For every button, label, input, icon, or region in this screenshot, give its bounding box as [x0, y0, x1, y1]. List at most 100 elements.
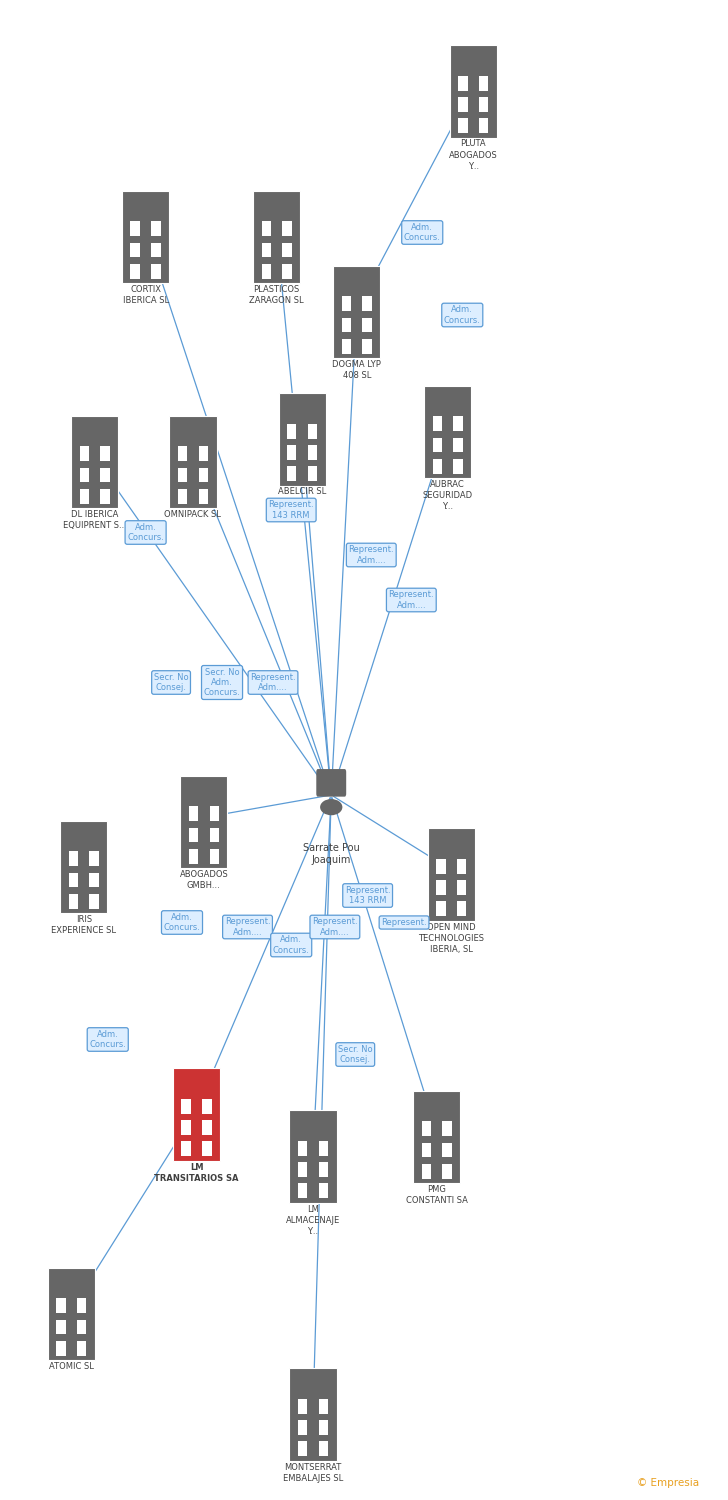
Text: Represent.
143 RRM: Represent. 143 RRM [269, 501, 314, 519]
Bar [199, 468, 208, 483]
Bar [199, 489, 208, 504]
Bar [100, 489, 110, 504]
Bar [130, 222, 140, 236]
Bar [436, 902, 446, 916]
Text: Adm.
Concurs.: Adm. Concurs. [273, 936, 309, 954]
Bar [77, 1341, 87, 1356]
Bar [479, 76, 488, 90]
FancyBboxPatch shape [173, 1068, 220, 1161]
Bar [319, 1142, 328, 1155]
Bar [319, 1162, 328, 1178]
Bar [282, 264, 292, 279]
Text: © Empresia: © Empresia [637, 1478, 699, 1488]
FancyBboxPatch shape [333, 266, 380, 358]
Bar [287, 466, 296, 482]
Bar [77, 1320, 87, 1335]
Bar [457, 859, 467, 873]
Bar [298, 1184, 307, 1198]
Text: CORTIX
IBERICA SL: CORTIX IBERICA SL [122, 285, 169, 304]
Bar [298, 1142, 307, 1155]
Text: Represent.
Adm....: Represent. Adm.... [312, 918, 357, 936]
Bar [436, 859, 446, 873]
Text: OMNIPACK SL: OMNIPACK SL [165, 510, 221, 519]
Bar [151, 264, 161, 279]
Bar [341, 318, 351, 333]
FancyBboxPatch shape [279, 393, 325, 486]
Bar [422, 1143, 431, 1158]
Text: Sarrate Pou
Joaquim: Sarrate Pou Joaquim [303, 843, 360, 864]
Bar [298, 1420, 307, 1436]
Text: DL IBERICA
EQUIPRENT S...: DL IBERICA EQUIPRENT S... [63, 510, 127, 530]
Bar [90, 894, 99, 909]
Bar [202, 1100, 212, 1113]
Bar [68, 894, 78, 909]
Bar [181, 1142, 191, 1156]
Bar [422, 1122, 431, 1136]
Bar [363, 297, 372, 310]
FancyBboxPatch shape [71, 416, 118, 509]
FancyBboxPatch shape [290, 1110, 336, 1203]
Bar [56, 1341, 66, 1356]
Text: Adm.
Concurs.: Adm. Concurs. [444, 306, 480, 324]
Bar [308, 466, 317, 482]
Bar [90, 873, 99, 888]
Text: Adm.
Concurs.: Adm. Concurs. [90, 1030, 126, 1048]
Bar [432, 459, 442, 474]
Bar [261, 222, 271, 236]
Text: Secr. No
Consej.: Secr. No Consej. [154, 674, 189, 692]
Bar [432, 438, 442, 453]
Text: Represent.
Adm....: Represent. Adm.... [389, 591, 434, 609]
Bar [151, 243, 161, 258]
Bar [443, 1122, 452, 1136]
Bar [181, 1120, 191, 1136]
Bar [100, 468, 110, 483]
Text: Represent.
Adm....: Represent. Adm.... [250, 674, 296, 692]
Bar [90, 852, 99, 865]
Bar [100, 447, 110, 460]
Bar [457, 902, 467, 916]
Bar [189, 807, 198, 820]
Text: Represent.
Adm....: Represent. Adm.... [225, 918, 270, 936]
Bar [202, 1120, 212, 1136]
Bar [210, 828, 219, 843]
Bar [454, 459, 463, 474]
Bar [363, 318, 372, 333]
Bar [77, 1299, 87, 1312]
Text: ABOGADOS
GMBH...: ABOGADOS GMBH... [180, 870, 228, 889]
Bar [261, 264, 271, 279]
Bar [319, 1184, 328, 1198]
Text: Represent.
143 RRM: Represent. 143 RRM [345, 886, 390, 904]
Bar [341, 339, 351, 354]
Bar [319, 1400, 328, 1413]
Text: Adm.
Concurs.: Adm. Concurs. [127, 524, 164, 542]
Text: Adm.
Concurs.: Adm. Concurs. [404, 224, 440, 242]
FancyBboxPatch shape [253, 190, 300, 284]
Bar [68, 852, 78, 865]
Bar [458, 98, 467, 112]
FancyBboxPatch shape [60, 821, 107, 914]
Bar [282, 222, 292, 236]
Text: PLASTICOS
ZARAGON SL: PLASTICOS ZARAGON SL [249, 285, 304, 304]
Bar [79, 447, 89, 460]
Bar [341, 297, 351, 310]
Bar [319, 1420, 328, 1436]
FancyBboxPatch shape [48, 1268, 95, 1360]
Text: ATOMIC SL: ATOMIC SL [49, 1362, 94, 1371]
Bar [261, 243, 271, 258]
FancyBboxPatch shape [450, 45, 496, 138]
FancyBboxPatch shape [290, 1368, 336, 1461]
Text: Represent.: Represent. [381, 918, 427, 927]
Bar [181, 1100, 191, 1113]
Bar [443, 1164, 452, 1179]
Text: Secr. No
Adm.
Concurs.: Secr. No Adm. Concurs. [204, 668, 240, 698]
FancyBboxPatch shape [428, 828, 475, 921]
Bar [210, 849, 219, 864]
Ellipse shape [320, 800, 342, 816]
Text: Represent.
Adm....: Represent. Adm.... [349, 546, 394, 564]
Bar [56, 1320, 66, 1335]
Text: MONTSERRAT
EMBALAJES SL: MONTSERRAT EMBALAJES SL [283, 1462, 343, 1482]
FancyBboxPatch shape [181, 776, 227, 868]
Bar [210, 807, 219, 820]
Bar [79, 468, 89, 483]
Bar [308, 446, 317, 460]
